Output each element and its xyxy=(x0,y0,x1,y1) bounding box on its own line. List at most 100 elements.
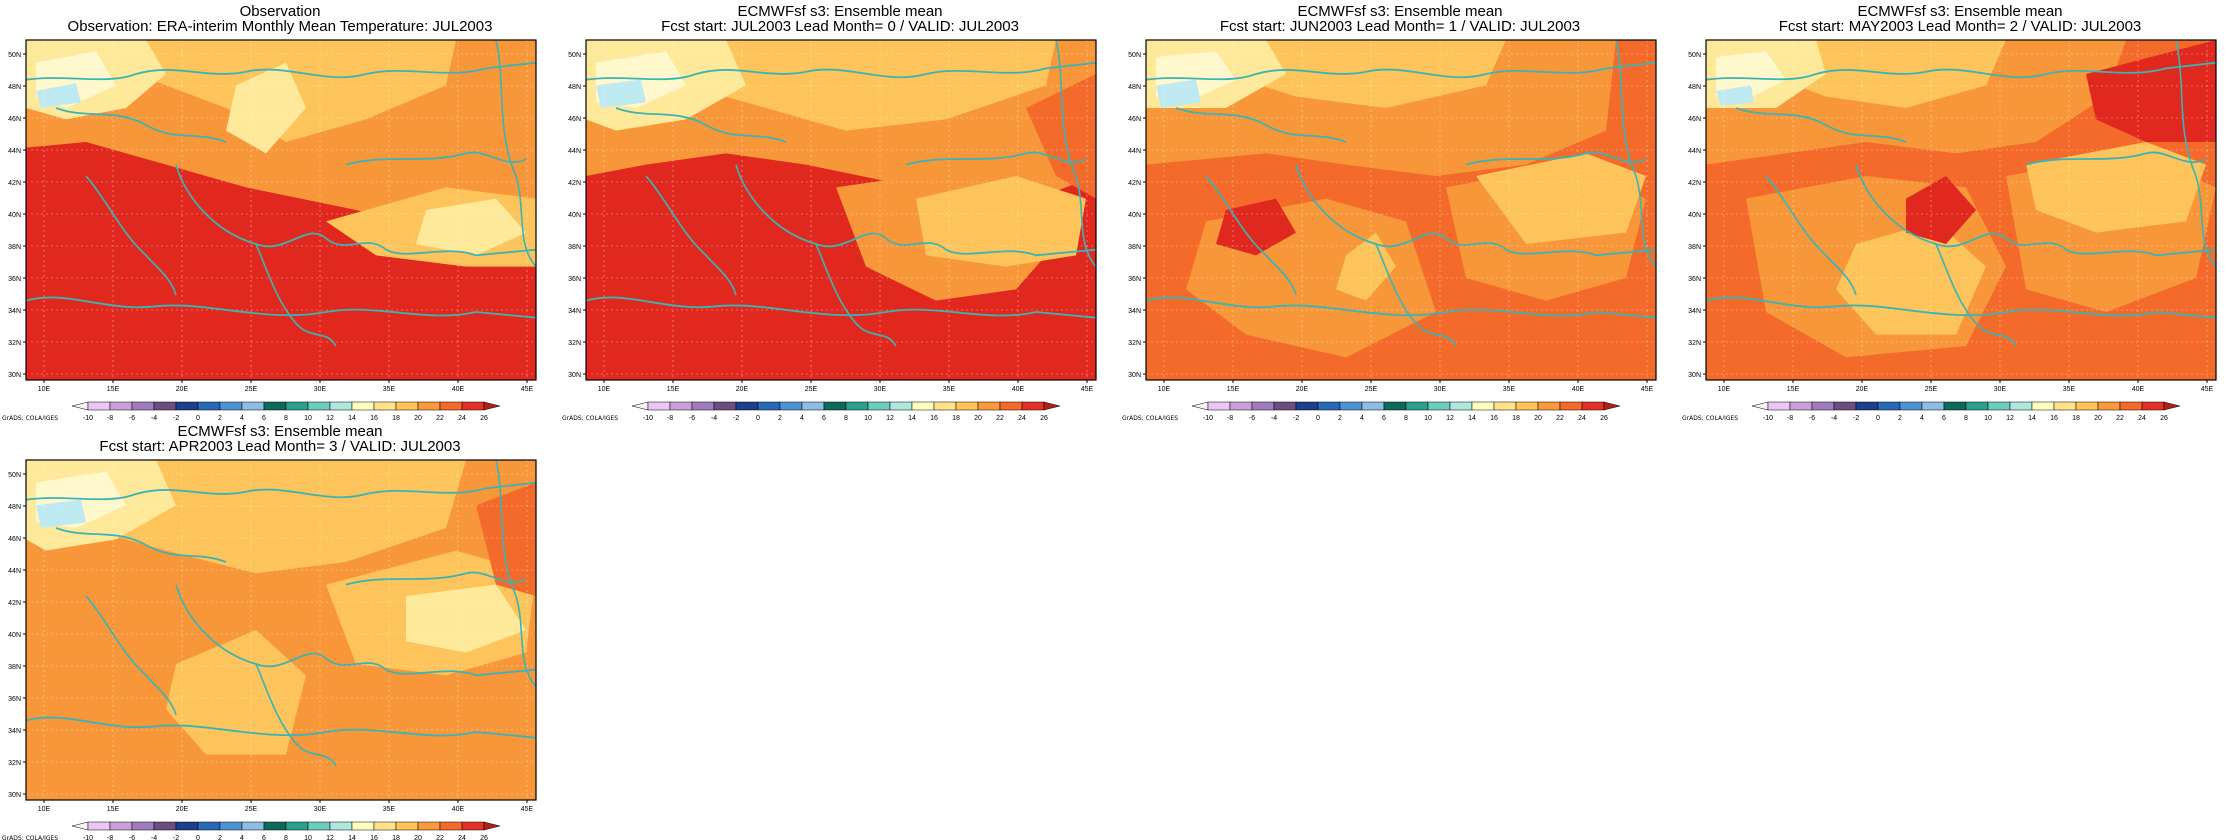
temperature-contour xyxy=(476,482,536,596)
lon-tick-label: 40E xyxy=(1012,386,1025,393)
lon-tick-label: 15E xyxy=(667,386,680,393)
lon-tick-label: 45E xyxy=(521,806,534,813)
temperature-contour xyxy=(226,62,306,154)
lat-tick-label: 38N xyxy=(1688,244,1701,251)
colorbar-label: 12 xyxy=(2006,415,2014,420)
lat-tick-label: 46N xyxy=(8,116,21,123)
colorbar-swatch xyxy=(1943,401,1967,411)
lat-tick-label: 44N xyxy=(1128,148,1141,155)
map-panel-observation: Observation Observation: ERA-interim Mon… xyxy=(0,0,560,420)
lat-tick-label: 36N xyxy=(8,696,21,703)
colorbar xyxy=(71,401,501,411)
colorbar-swatch xyxy=(2097,401,2121,411)
colorbar-swatch xyxy=(1899,401,1923,411)
colorbar-swatch xyxy=(911,401,935,411)
colorbar-label: 10 xyxy=(1424,415,1432,420)
coastline xyxy=(1855,164,2217,257)
lat-tick-label: 40N xyxy=(1688,212,1701,219)
lon-tick-label: 25E xyxy=(245,386,258,393)
panel-subtitle: Fcst start: JUN2003 Lead Month= 1 / VALI… xyxy=(1219,18,1581,35)
colorbar-label: 8 xyxy=(1964,415,1968,420)
colorbar-swatch xyxy=(1251,401,1275,411)
colorbar-swatch xyxy=(1537,401,1561,411)
lon-tick-label: 35E xyxy=(1503,386,1516,393)
lon-tick-label: 15E xyxy=(1227,386,1240,393)
temperature-contour xyxy=(36,499,86,528)
colorbar-swatch xyxy=(823,401,847,411)
colorbar-swatch xyxy=(1229,401,1253,411)
colorbar-swatch xyxy=(631,401,649,411)
coastline xyxy=(1175,107,1347,143)
lat-tick-label: 40N xyxy=(568,212,581,219)
gridlines xyxy=(1706,40,2216,380)
map-panel-lead-1: ECMWFsf s3: Ensemble mean Fcst start: JU… xyxy=(1120,0,1680,420)
temperature-field xyxy=(586,40,1096,301)
colorbar-swatch xyxy=(461,821,485,831)
colorbar-label: 26 xyxy=(2160,415,2168,420)
temperature-map: 30N 32N 34N 36N 38N 40N 42N 44N 46N 48N 50N 10E 15E 2… xyxy=(1122,39,1657,420)
lat-tick-label: 38N xyxy=(1128,244,1141,251)
colorbar-swatch xyxy=(1207,401,1231,411)
colorbar xyxy=(1191,401,1621,411)
colorbar-label: 18 xyxy=(952,415,960,420)
lon-tick-label: 20E xyxy=(1296,386,1309,393)
map-frame xyxy=(1705,39,2217,381)
coastline xyxy=(905,151,1087,166)
colorbar-swatch xyxy=(1877,401,1901,411)
coastline xyxy=(25,716,537,739)
panel-title: Observation xyxy=(239,3,321,20)
temperature-contour xyxy=(2026,142,2206,233)
colorbar-swatch xyxy=(307,821,331,831)
coastline xyxy=(645,175,737,296)
lon-tick-label: 25E xyxy=(245,806,258,813)
colorbar-swatch xyxy=(735,401,759,411)
colorbar-label: 22 xyxy=(436,835,444,840)
coastline xyxy=(85,595,177,716)
colorbar-swatch xyxy=(2075,401,2099,411)
colorbar-label: 12 xyxy=(1446,415,1454,420)
lon-tick-label: 40E xyxy=(452,806,465,813)
colorbar-label: -8 xyxy=(1227,415,1233,420)
coastline xyxy=(1205,175,1297,296)
colorbar-swatch xyxy=(1021,401,1045,411)
coastline xyxy=(25,61,537,81)
colorbar-swatch xyxy=(439,401,463,411)
lon-tick-label: 35E xyxy=(383,386,396,393)
colorbar-label: -10 xyxy=(643,415,653,420)
panel-subtitle: Observation: ERA-interim Monthly Mean Te… xyxy=(67,18,493,35)
colorbar-label: 10 xyxy=(1984,415,1992,420)
coastlines xyxy=(25,459,537,767)
lon-tick-label: 25E xyxy=(1925,386,1938,393)
coastlines xyxy=(585,39,1097,347)
lon-tick-label: 10E xyxy=(1718,386,1731,393)
coastline xyxy=(615,107,787,143)
colorbar-label: 16 xyxy=(1490,415,1498,420)
colorbar-swatch xyxy=(1339,401,1363,411)
lon-tick-label: 15E xyxy=(107,386,120,393)
coastline xyxy=(1735,107,1907,143)
colorbar-label: -2 xyxy=(173,835,179,840)
lat-tick-label: 38N xyxy=(568,244,581,251)
colorbar-label: 14 xyxy=(2028,415,2036,420)
lat-tick-label: 48N xyxy=(568,84,581,91)
temperature-field xyxy=(26,40,536,267)
colorbar-label: 0 xyxy=(1316,415,1320,420)
colorbar-label: 18 xyxy=(392,835,400,840)
colorbar-label: 16 xyxy=(370,835,378,840)
colorbar-swatch xyxy=(175,821,199,831)
map-panel-lead-2: ECMWFsf s3: Ensemble mean Fcst start: MA… xyxy=(1680,0,2240,420)
map-frame xyxy=(25,459,537,801)
coastline xyxy=(2175,39,2217,268)
colorbar-label: 6 xyxy=(262,415,266,420)
lon-tick-label: 40E xyxy=(2132,386,2145,393)
colorbar-label: 14 xyxy=(348,835,356,840)
lat-tick-label: 46N xyxy=(568,116,581,123)
colorbar-label: -6 xyxy=(129,415,135,420)
colorbar-label: 20 xyxy=(414,415,422,420)
lon-tick-label: 45E xyxy=(1641,386,1654,393)
colorbar-swatch xyxy=(1811,401,1835,411)
grads-credit: GrADS: COLA/IGES xyxy=(1122,415,1178,420)
coastline xyxy=(585,296,1097,319)
coastline xyxy=(175,164,537,257)
colorbar-label: 26 xyxy=(1040,415,1048,420)
